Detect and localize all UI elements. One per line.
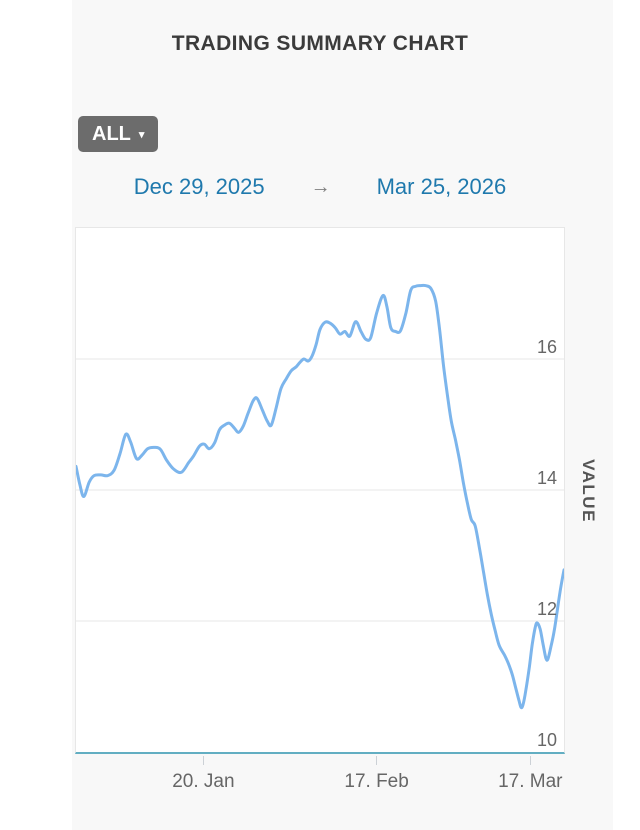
x-tick-mark xyxy=(529,756,531,765)
x-tick-mark xyxy=(202,756,204,765)
range-dropdown-button[interactable]: ALL ▾ xyxy=(78,116,159,152)
series-line xyxy=(76,283,564,710)
y-tick-label: 12 xyxy=(536,599,557,619)
right-arrow-icon: → xyxy=(310,175,331,198)
y-tick-label: 14 xyxy=(536,468,557,488)
y-tick-label: 16 xyxy=(536,337,557,357)
x-axis: 20. Jan 17. Feb 17. Mar xyxy=(76,756,564,800)
page-title: TRADING SUMMARY CHART xyxy=(171,32,469,55)
chevron-down-icon: ▾ xyxy=(138,128,145,141)
x-tick-label: 20. Jan xyxy=(172,771,235,792)
y-axis-title: VALUE xyxy=(565,227,611,754)
x-tick-mark xyxy=(376,756,378,765)
date-range: Dec 29, 2025 → Mar 25, 2026 xyxy=(75,174,565,200)
start-date-link[interactable]: Dec 29, 2025 xyxy=(133,174,265,199)
y-axis-title-text: VALUE xyxy=(579,458,599,523)
chart-plot-area: 10 12 14 16 xyxy=(75,227,565,754)
range-dropdown-label: ALL xyxy=(92,122,131,145)
y-tick-label: 10 xyxy=(536,730,557,750)
x-tick-label: 17. Mar xyxy=(498,771,563,792)
end-date-link[interactable]: Mar 25, 2026 xyxy=(376,174,507,199)
x-tick-label: 17. Feb xyxy=(344,771,409,792)
chart-canvas xyxy=(76,283,564,710)
